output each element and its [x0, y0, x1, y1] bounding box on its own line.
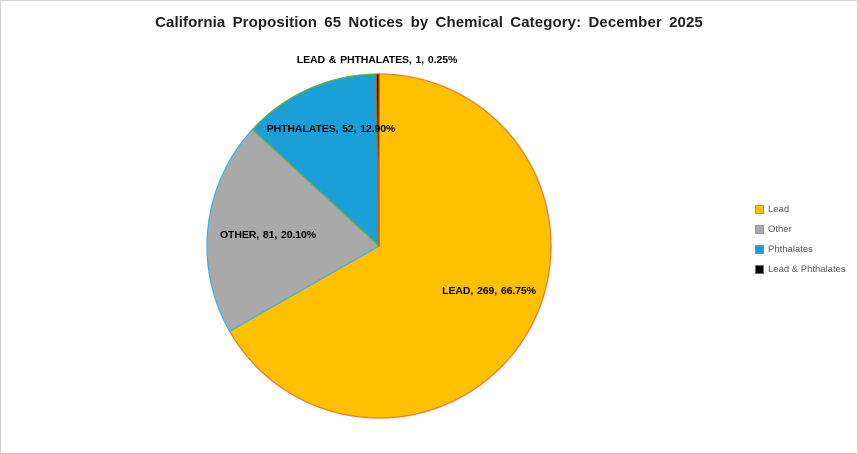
chart-title: California Proposition 65 Notices by Che… [155, 14, 703, 31]
legend-label: Lead & Phthalates [768, 264, 846, 275]
legend-label: Phthalates [768, 244, 813, 255]
legend-marker-other [755, 225, 764, 234]
pie-slice-lead-phthalates [375, 73, 380, 247]
legend-item-lead-and-phthalates: Lead & Phthalates [755, 263, 846, 276]
pie-slice-lead [228, 73, 552, 419]
legend-label: Other [768, 224, 792, 235]
legend-marker-phthalates [755, 245, 764, 254]
pie-slice-phthalates [251, 73, 380, 247]
legend-item-phthalates: Phthalates [755, 243, 846, 256]
legend: Lead Other Phthalates Lead & Phthalates [755, 203, 846, 276]
legend-marker-lead [755, 205, 764, 214]
legend-item-other: Other [755, 223, 846, 236]
legend-marker-lead-and-phthalates [755, 265, 764, 274]
pie-slice-other [206, 128, 380, 332]
legend-label: Lead [768, 204, 790, 215]
legend-item-lead: Lead [755, 203, 846, 216]
